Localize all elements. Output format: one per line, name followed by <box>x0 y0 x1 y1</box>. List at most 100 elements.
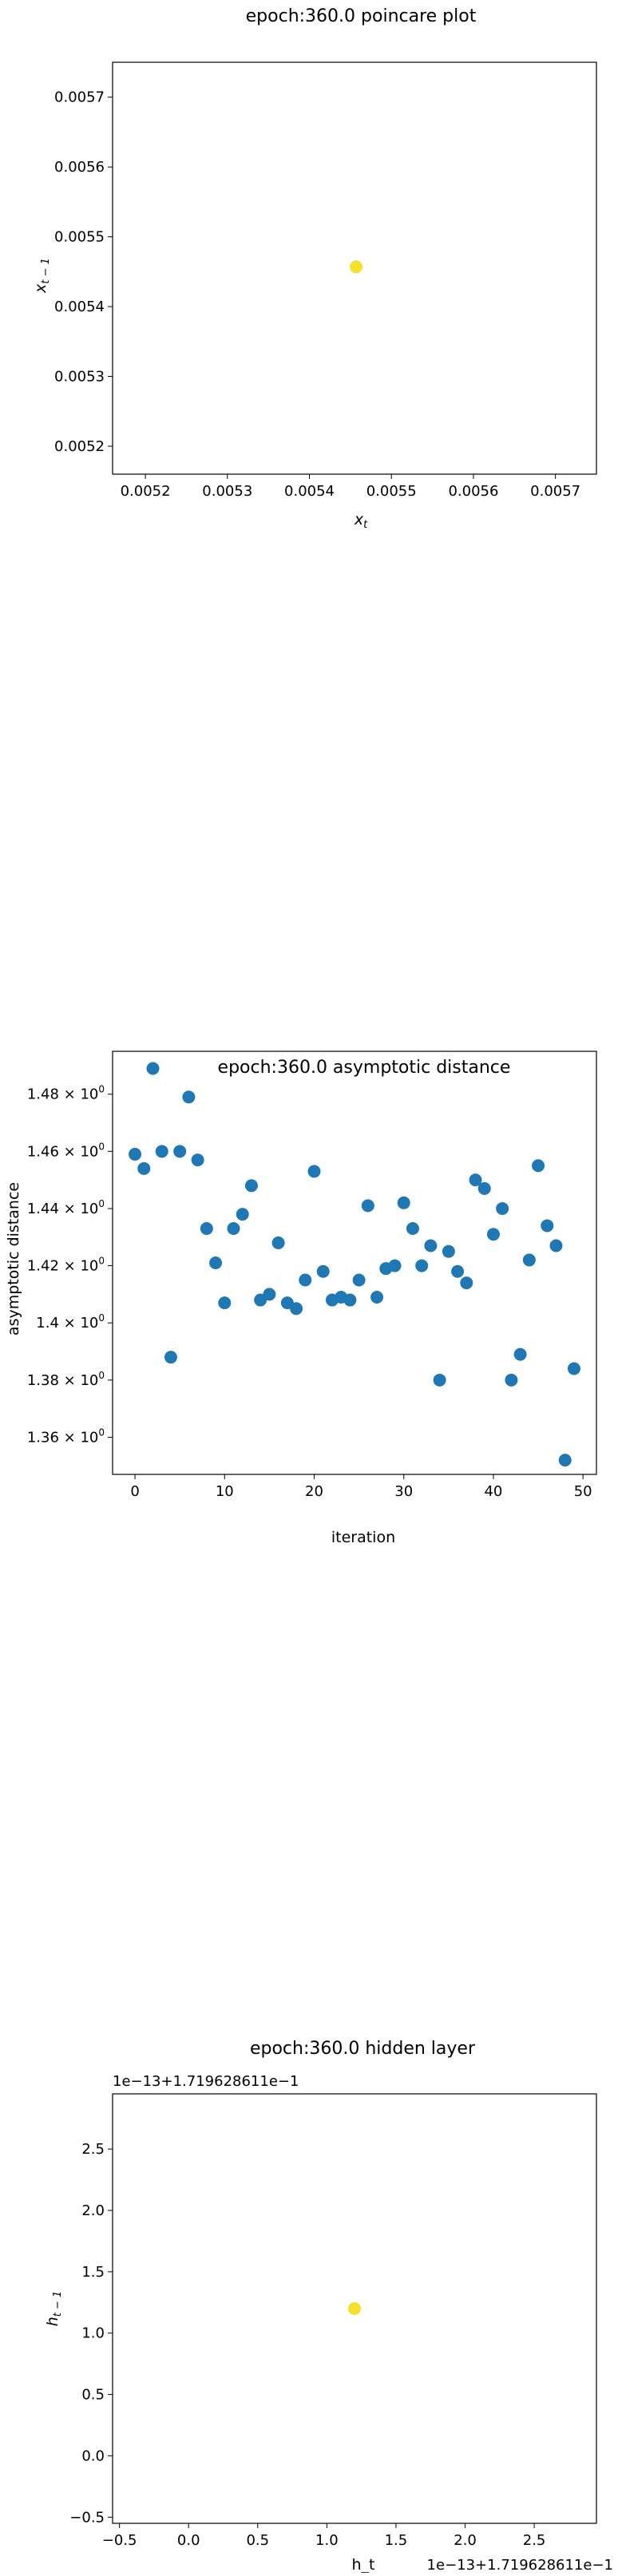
x-tick-label: 40 <box>484 1483 502 1500</box>
data-point <box>271 1236 285 1249</box>
x-tick-label: −0.5 <box>102 2532 137 2549</box>
y-tick-label: 0.0052 <box>54 438 105 455</box>
data-point <box>477 1181 491 1195</box>
x-tick-label: 20 <box>305 1483 323 1500</box>
poincare-svg: epoch:360.0 poincare plot 0.0052 0.0053 0.… <box>32 6 597 531</box>
y-tick-label: 0.0053 <box>54 369 105 386</box>
data-point <box>433 1373 446 1387</box>
data-point <box>164 1351 177 1364</box>
data-point <box>522 1253 536 1267</box>
data-point <box>129 1147 142 1161</box>
data-point <box>146 1062 160 1075</box>
data-point <box>227 1222 240 1236</box>
x-tick-label: 0.0054 <box>284 483 335 500</box>
plot-frame <box>112 61 597 475</box>
data-point <box>486 1228 500 1241</box>
x-tick-label: 2.0 <box>454 2532 477 2549</box>
data-point <box>307 1165 321 1178</box>
data-point <box>370 1290 384 1304</box>
data-point <box>496 1201 509 1215</box>
x-tick-label: 2.5 <box>523 2532 546 2549</box>
hidden-layer-svg: epoch:360.0 hidden layer 1e−13+1.7196286… <box>44 2039 613 2574</box>
data-point <box>236 1208 249 1221</box>
x-tick-label: 0.0052 <box>121 483 171 500</box>
y-tick-label: 1.42 × 100 <box>27 1256 105 1275</box>
data-point <box>406 1222 419 1236</box>
y-tick-label: 0.0057 <box>54 89 105 106</box>
data-point <box>182 1090 196 1104</box>
x-axis-label: h_t <box>352 2556 375 2573</box>
data-point <box>155 1145 168 1158</box>
data-point <box>397 1196 410 1209</box>
data-point <box>424 1239 438 1252</box>
data-point <box>350 260 363 274</box>
y-tick-label: 1.46 × 100 <box>27 1141 105 1160</box>
x-tick-label: 0.0 <box>177 2532 200 2549</box>
data-point <box>505 1373 518 1387</box>
x-axis-label: xt <box>354 511 368 531</box>
data-point <box>567 1362 580 1375</box>
data-point <box>361 1199 374 1213</box>
x-tick-label: 1.5 <box>385 2532 408 2549</box>
data-point <box>316 1264 330 1278</box>
poincare-chart: epoch:360.0 poincare plot 0.0052 0.0053 0.… <box>0 0 618 559</box>
y-tick-label: 1.0 <box>81 2325 105 2342</box>
y-tick-label: 1.4 × 100 <box>36 1312 105 1332</box>
asymptotic-distance-chart: epoch:360.0 asymptotic distance 0 10 20 30 4… <box>0 1038 618 1597</box>
y-tick-label: 2.0 <box>81 2202 105 2219</box>
data-point <box>348 2302 361 2315</box>
data-point <box>460 1276 473 1290</box>
chart-title: epoch:360.0 poincare plot <box>246 6 477 26</box>
data-point <box>218 1296 232 1310</box>
x-tick-label: 0.5 <box>246 2532 269 2549</box>
chart-title: epoch:360.0 hidden layer <box>250 2039 476 2059</box>
data-point <box>388 1259 402 1272</box>
plot-frame <box>112 2093 597 2524</box>
hidden-layer-chart: epoch:360.0 hidden layer 1e−13+1.7196286… <box>0 2036 618 2574</box>
y-tick-label: 0.0054 <box>54 299 105 315</box>
data-point <box>549 1239 563 1252</box>
y-tick-label: 0.0055 <box>54 229 105 246</box>
x-tick-label: 0 <box>130 1483 139 1500</box>
y-tick-label: 0.0056 <box>54 159 105 176</box>
asymptotic-distance-svg: epoch:360.0 asymptotic distance 0 10 20 30 4… <box>5 1051 597 1546</box>
x-tick-label: 0.0056 <box>448 483 498 500</box>
data-point <box>442 1244 455 1258</box>
data-point <box>352 1273 366 1287</box>
y-axis-label: asymptotic distance <box>5 1182 22 1335</box>
data-point <box>513 1347 527 1361</box>
y-axis-label: xt − 1 <box>32 258 52 294</box>
data-point <box>209 1256 223 1269</box>
y-tick-label: 1.36 × 100 <box>27 1426 105 1446</box>
y-tick-label: 1.38 × 100 <box>27 1370 105 1389</box>
chart-title: epoch:360.0 asymptotic distance <box>218 1058 511 1078</box>
x-axis-label: iteration <box>331 1529 395 1546</box>
data-point <box>173 1145 187 1158</box>
y-offset-label: 1e−13+1.719628611e−1 <box>113 2073 299 2090</box>
data-point <box>299 1273 312 1287</box>
x-tick-label: 0.0057 <box>530 483 580 500</box>
data-point <box>415 1259 429 1272</box>
data-point <box>469 1173 482 1187</box>
data-point <box>558 1454 572 1467</box>
y-tick-label: 1.5 <box>81 2264 105 2281</box>
x-tick-label: 0.0055 <box>366 483 417 500</box>
data-point <box>200 1222 213 1236</box>
x-tick-label: 0.0053 <box>202 483 252 500</box>
y-axis-label: ht − 1 <box>44 2291 64 2327</box>
y-tick-label: −0.5 <box>69 2509 105 2526</box>
data-point <box>244 1179 258 1193</box>
data-point <box>532 1159 545 1173</box>
data-point <box>263 1288 276 1301</box>
x-tick-label: 50 <box>574 1483 592 1500</box>
y-tick-label: 1.48 × 100 <box>27 1084 105 1103</box>
data-point <box>541 1219 554 1233</box>
y-tick-label: 0.0 <box>81 2447 105 2464</box>
x-offset-label: 1e−13+1.719628611e−1 <box>427 2557 613 2573</box>
data-point <box>191 1153 204 1167</box>
y-tick-label: 2.5 <box>81 2141 105 2158</box>
data-point <box>451 1264 465 1278</box>
x-tick-label: 30 <box>394 1483 413 1500</box>
x-tick-label: 1.0 <box>315 2532 339 2549</box>
data-point <box>290 1302 303 1316</box>
